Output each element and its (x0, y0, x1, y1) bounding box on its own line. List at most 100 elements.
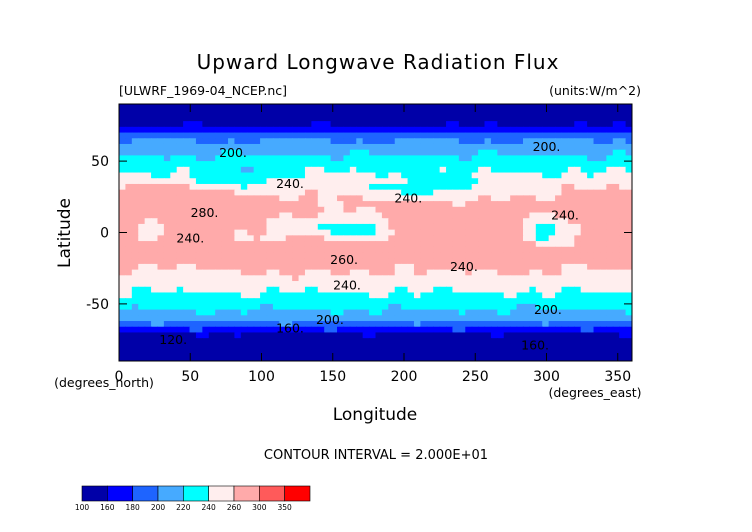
heatmap-cell (625, 195, 632, 202)
heatmap-cell (381, 109, 389, 117)
heatmap-cell (490, 212, 498, 219)
heatmap-cell (189, 149, 197, 156)
heatmap-cell (497, 309, 505, 316)
heatmap-cell (131, 338, 139, 345)
heatmap-cell (587, 303, 595, 311)
heatmap-cell (426, 195, 434, 202)
heatmap-cell (195, 206, 203, 214)
heatmap-cell (317, 298, 325, 305)
heatmap-cell (420, 241, 428, 248)
heatmap-cell (119, 223, 127, 231)
heatmap-cell (189, 332, 197, 339)
heatmap-cell (490, 355, 498, 361)
heatmap-cell (490, 309, 498, 316)
heatmap-cell (439, 292, 447, 299)
heatmap-cell (490, 258, 498, 265)
heatmap-cell (433, 212, 441, 219)
heatmap-cell (446, 189, 454, 196)
heatmap-cell (183, 161, 191, 168)
heatmap-cell (490, 292, 498, 299)
heatmap-cell (484, 303, 492, 311)
heatmap-cell (413, 303, 421, 311)
heatmap-cell (439, 349, 447, 356)
heatmap-cell (337, 212, 345, 219)
heatmap-cell (362, 281, 370, 288)
heatmap-cell (394, 286, 402, 294)
heatmap-cell (163, 258, 171, 265)
contour-label: 200. (219, 145, 247, 160)
heatmap-cell (131, 109, 139, 117)
heatmap-cell (228, 315, 236, 322)
heatmap-cell (446, 218, 454, 225)
heatmap-cell (593, 229, 601, 236)
heatmap-cell (381, 189, 389, 196)
heatmap-cell (260, 286, 268, 294)
heatmap-cell (612, 161, 620, 168)
heatmap-cell (131, 263, 139, 271)
heatmap-cell (119, 126, 127, 134)
heatmap-cell (349, 343, 357, 351)
heatmap-cell (478, 201, 486, 208)
heatmap-cell (240, 349, 248, 356)
heatmap-cell (138, 269, 146, 276)
heatmap-cell (490, 303, 498, 311)
heatmap-cell (266, 286, 274, 294)
heatmap-cell (119, 149, 127, 156)
heatmap-cell (183, 132, 191, 139)
heatmap-cell (144, 332, 152, 339)
heatmap-cell (317, 321, 325, 328)
heatmap-cell (369, 109, 377, 117)
heatmap-cell (490, 275, 498, 282)
heatmap-cell (151, 321, 159, 328)
heatmap-cell (131, 241, 139, 248)
heatmap-cell (247, 332, 255, 339)
heatmap-cell (151, 275, 159, 282)
heatmap-cell (138, 104, 146, 111)
heatmap-cell (587, 241, 595, 248)
heatmap-cell (298, 332, 306, 339)
heatmap-cell (529, 109, 537, 117)
heatmap-cell (548, 326, 556, 334)
heatmap-cell (490, 104, 498, 111)
heatmap-cell (407, 263, 415, 271)
heatmap-cell (234, 269, 242, 276)
heatmap-cell (151, 303, 159, 311)
heatmap-cell (561, 189, 569, 196)
heatmap-cell (381, 235, 389, 242)
heatmap-cell (606, 235, 614, 242)
heatmap-cell (202, 326, 210, 334)
heatmap-cell (471, 149, 479, 156)
heatmap-cell (574, 138, 582, 145)
heatmap-cell (285, 115, 293, 122)
heatmap-cell (183, 155, 191, 162)
heatmap-cell (593, 252, 601, 259)
heatmap-cell (304, 326, 312, 334)
heatmap-cell (567, 321, 575, 328)
heatmap-cell (240, 258, 248, 265)
heatmap-cell (272, 321, 280, 328)
heatmap-cell (542, 161, 550, 168)
heatmap-cell (567, 223, 575, 231)
heatmap-cell (394, 263, 402, 271)
heatmap-cell (202, 298, 210, 305)
heatmap-cell (587, 206, 595, 214)
heatmap-cell (131, 183, 139, 191)
heatmap-cell (356, 155, 364, 162)
heatmap-cell (298, 172, 306, 179)
heatmap-cell (163, 298, 171, 305)
heatmap-cell (163, 281, 171, 288)
heatmap-cell (619, 166, 627, 174)
heatmap-cell (625, 303, 632, 311)
heatmap-cell (195, 126, 203, 134)
heatmap-cell (176, 189, 184, 196)
heatmap-cell (324, 161, 332, 168)
heatmap-cell (420, 109, 428, 117)
heatmap-cell (439, 298, 447, 305)
heatmap-cell (215, 269, 223, 276)
heatmap-cell (510, 166, 518, 174)
heatmap-cell (490, 178, 498, 185)
heatmap-cell (458, 332, 466, 339)
heatmap-cell (176, 178, 184, 185)
heatmap-cell (144, 241, 152, 248)
heatmap-cell (266, 241, 274, 248)
